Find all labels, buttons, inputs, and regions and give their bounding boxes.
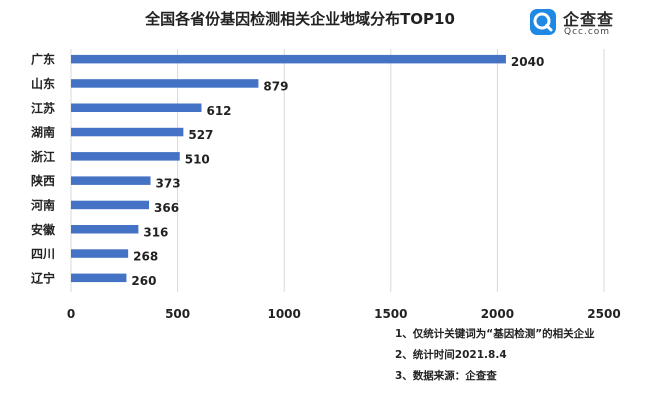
footnote-2: 2、统计时间2021.8.4	[395, 349, 507, 361]
bar	[71, 225, 139, 234]
value-label: 316	[143, 225, 168, 239]
category-label: 安徽	[31, 222, 56, 237]
bar	[71, 103, 202, 112]
bar	[71, 152, 180, 161]
category-label: 湖南	[31, 125, 55, 140]
value-label: 612	[206, 104, 231, 118]
category-label: 江苏	[31, 100, 55, 115]
value-labels: 2040 879 612 527 510 373 366 316 268 260	[131, 55, 544, 288]
bar	[71, 127, 184, 137]
category-label: 浙江	[31, 149, 55, 164]
category-label: 辽宁	[31, 270, 55, 285]
value-label: 879	[263, 79, 288, 93]
value-label: 373	[156, 177, 181, 191]
bars	[71, 54, 506, 283]
value-label: 2040	[511, 55, 544, 69]
category-label: 河南	[30, 197, 55, 212]
chart-title: 全国各省份基因检测相关企业地域分布TOP10	[145, 10, 455, 28]
x-axis-ticks: 0 500 1000 1500 2000 2500	[67, 307, 621, 321]
bar	[71, 54, 506, 64]
bar	[71, 79, 259, 88]
category-label: 广东	[31, 52, 55, 67]
bar	[71, 249, 129, 258]
logo-name: 企查查	[563, 10, 615, 29]
bar	[71, 200, 150, 210]
x-tick-label: 2500	[587, 307, 620, 321]
x-tick-label: 500	[165, 307, 190, 321]
value-label: 260	[131, 274, 156, 288]
bar	[71, 176, 151, 185]
x-tick-label: 1000	[267, 307, 300, 321]
brand-logo: 企查查 Qcc.com	[529, 6, 639, 42]
value-label: 268	[133, 250, 158, 264]
category-label: 四川	[31, 247, 55, 261]
logo-domain: Qcc.com	[564, 27, 611, 37]
value-label: 527	[188, 128, 213, 142]
footnote-1: 1、仅统计关键词为“基因检测”的相关企业	[395, 328, 595, 340]
x-tick-label: 2000	[481, 307, 514, 321]
qcc-logo-icon	[530, 9, 556, 35]
category-label: 山东	[31, 76, 55, 91]
category-label: 陕西	[31, 173, 55, 188]
bar	[71, 273, 127, 283]
x-tick-label: 0	[67, 307, 75, 321]
value-label: 510	[185, 152, 210, 166]
footnote-3: 3、数据来源：企查查	[395, 370, 497, 382]
x-tick-label: 1500	[374, 307, 407, 321]
value-label: 366	[154, 201, 179, 215]
